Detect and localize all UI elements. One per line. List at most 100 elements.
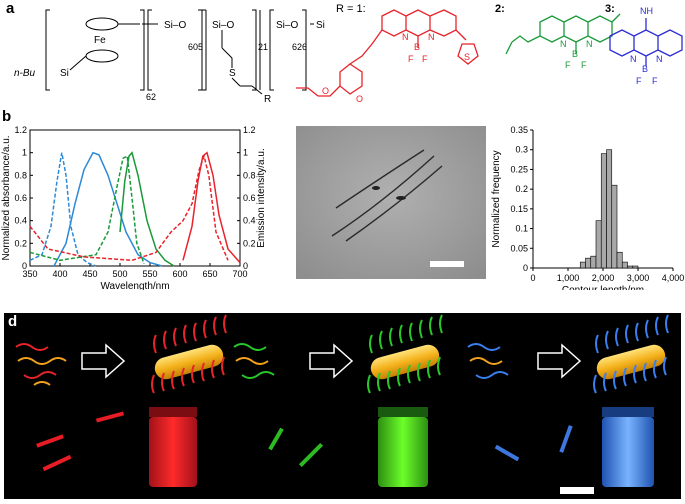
y-tick-label: 0.35 — [510, 125, 528, 135]
spectrum-series-1 — [29, 152, 97, 267]
scale-bar-d — [560, 487, 594, 494]
y-tick-label: 0.3 — [515, 145, 528, 155]
c3-label: 3: — [605, 3, 615, 15]
spectrum-series-3 — [29, 154, 145, 264]
y-tick-label: 0.25 — [510, 164, 528, 174]
spectrum-series-5 — [29, 153, 229, 262]
y2-tick-label: 1 — [243, 148, 248, 158]
compound-2-structure — [505, 13, 621, 55]
histogram-bar — [585, 257, 592, 269]
c1-f-2: F — [422, 54, 428, 64]
x-tick-label: 2,000 — [592, 273, 615, 283]
si-label-end: Si — [316, 20, 325, 31]
c2-f-2: F — [581, 60, 587, 70]
sub-626: 626 — [292, 42, 307, 52]
spectrum-series-2 — [53, 151, 163, 267]
compound-1-structure — [296, 9, 479, 97]
x-tick-label: 350 — [22, 269, 37, 279]
spectrum-series-4 — [119, 151, 175, 267]
arrow-blue — [537, 343, 582, 379]
y-tick-label: 0 — [22, 261, 27, 271]
histogram-bar — [616, 251, 623, 269]
c2-b: B — [572, 49, 578, 59]
y2-tick-label: 0.4 — [243, 216, 256, 226]
y-tick-label: 0.2 — [14, 238, 27, 248]
y-tick-label: 0.4 — [14, 216, 27, 226]
c3-b: B — [642, 64, 648, 74]
x-tick-label: 550 — [142, 269, 157, 279]
x-tick-label: 500 — [112, 269, 127, 279]
vial-red — [149, 417, 197, 487]
fe-label: Fe — [94, 35, 106, 46]
x-tick-label: 650 — [202, 269, 217, 279]
scale-bar-c — [430, 261, 464, 267]
polymer-structure: n-Bu Si Fe 62 Si–O 605 Si–O 21 Si–O 626 … — [14, 3, 683, 105]
arrow-red — [81, 343, 126, 379]
y2-tick-label: 0 — [243, 261, 248, 271]
x-axis-label: Contour length/nm — [562, 285, 644, 290]
vial-green — [378, 417, 428, 487]
histogram-bar — [632, 265, 639, 269]
y-tick-label: 0.2 — [515, 184, 528, 194]
c2-n-1: N — [560, 39, 567, 49]
spectrum-series-6 — [182, 151, 241, 264]
c1-n-1: N — [402, 32, 409, 42]
y2-tick-label: 0.2 — [243, 238, 256, 248]
arrow-green — [309, 343, 354, 379]
histogram-bar — [595, 220, 602, 269]
c1-s: S — [464, 52, 470, 62]
histogram-bar — [611, 184, 618, 269]
x-tick-label: 450 — [82, 269, 97, 279]
y-tick-label: 0.6 — [14, 193, 27, 203]
r-equals-1: R = 1: — [336, 3, 366, 15]
unimer-blue — [467, 343, 509, 379]
y-tick-label: 1.2 — [14, 125, 27, 135]
nbu-label: n-Bu — [14, 68, 36, 79]
c1-f-1: F — [408, 54, 414, 64]
y-tick-label: 0.8 — [14, 170, 27, 180]
c3-f-1: F — [636, 76, 642, 86]
sub-605: 605 — [188, 42, 203, 52]
y-axis-label: Normalized absorbance/a.u. — [1, 135, 12, 260]
unimer-red — [15, 343, 67, 386]
x-tick-label: 4,000 — [662, 273, 685, 283]
c3-f-2: F — [652, 76, 658, 86]
micelle-3 — [345, 165, 443, 242]
si-o-2: Si–O — [212, 20, 234, 31]
y2-axis-label: Emission intensity/a.u. — [256, 148, 267, 248]
y-tick-label: 0.1 — [515, 224, 528, 234]
x-axis-label: Wavelength/nm — [100, 281, 169, 290]
panel-label-a: a — [6, 0, 15, 17]
green-fibers — [268, 427, 324, 468]
histogram-bar — [579, 261, 586, 269]
y-tick-label: 0.05 — [510, 243, 528, 253]
micelle-rod-green — [367, 314, 443, 394]
unimer-green — [233, 343, 275, 379]
x-tick-label: 400 — [52, 269, 67, 279]
histogram-bar — [590, 255, 597, 269]
plot-frame — [29, 129, 241, 267]
histogram-bar — [621, 261, 628, 269]
c3-n-1: N — [630, 54, 637, 64]
vial-blue — [602, 417, 654, 487]
c1-n-2: N — [428, 32, 435, 42]
c2-label: 2: — [495, 3, 505, 15]
compound-3-structure — [609, 18, 683, 66]
panel-label-d: d — [8, 313, 18, 330]
panel-d-artwork — [15, 314, 669, 494]
s-label: S — [229, 68, 236, 79]
red-fibers — [36, 411, 125, 472]
y-tick-label: 1 — [22, 148, 27, 158]
y-tick-label: 0.15 — [510, 204, 528, 214]
x-tick-label: 700 — [232, 269, 247, 279]
y2-tick-label: 1.2 — [243, 125, 256, 135]
si-label-1: Si — [60, 68, 69, 79]
c1-o-ether: O — [356, 94, 363, 104]
c1-b: B — [414, 42, 420, 52]
micelle-1 — [335, 149, 425, 209]
panel-label-b: b — [2, 108, 12, 125]
y-axis-label: Normalized frequency — [491, 150, 502, 247]
x-tick-label: 3,000 — [627, 273, 650, 283]
histogram-bar — [606, 149, 613, 269]
